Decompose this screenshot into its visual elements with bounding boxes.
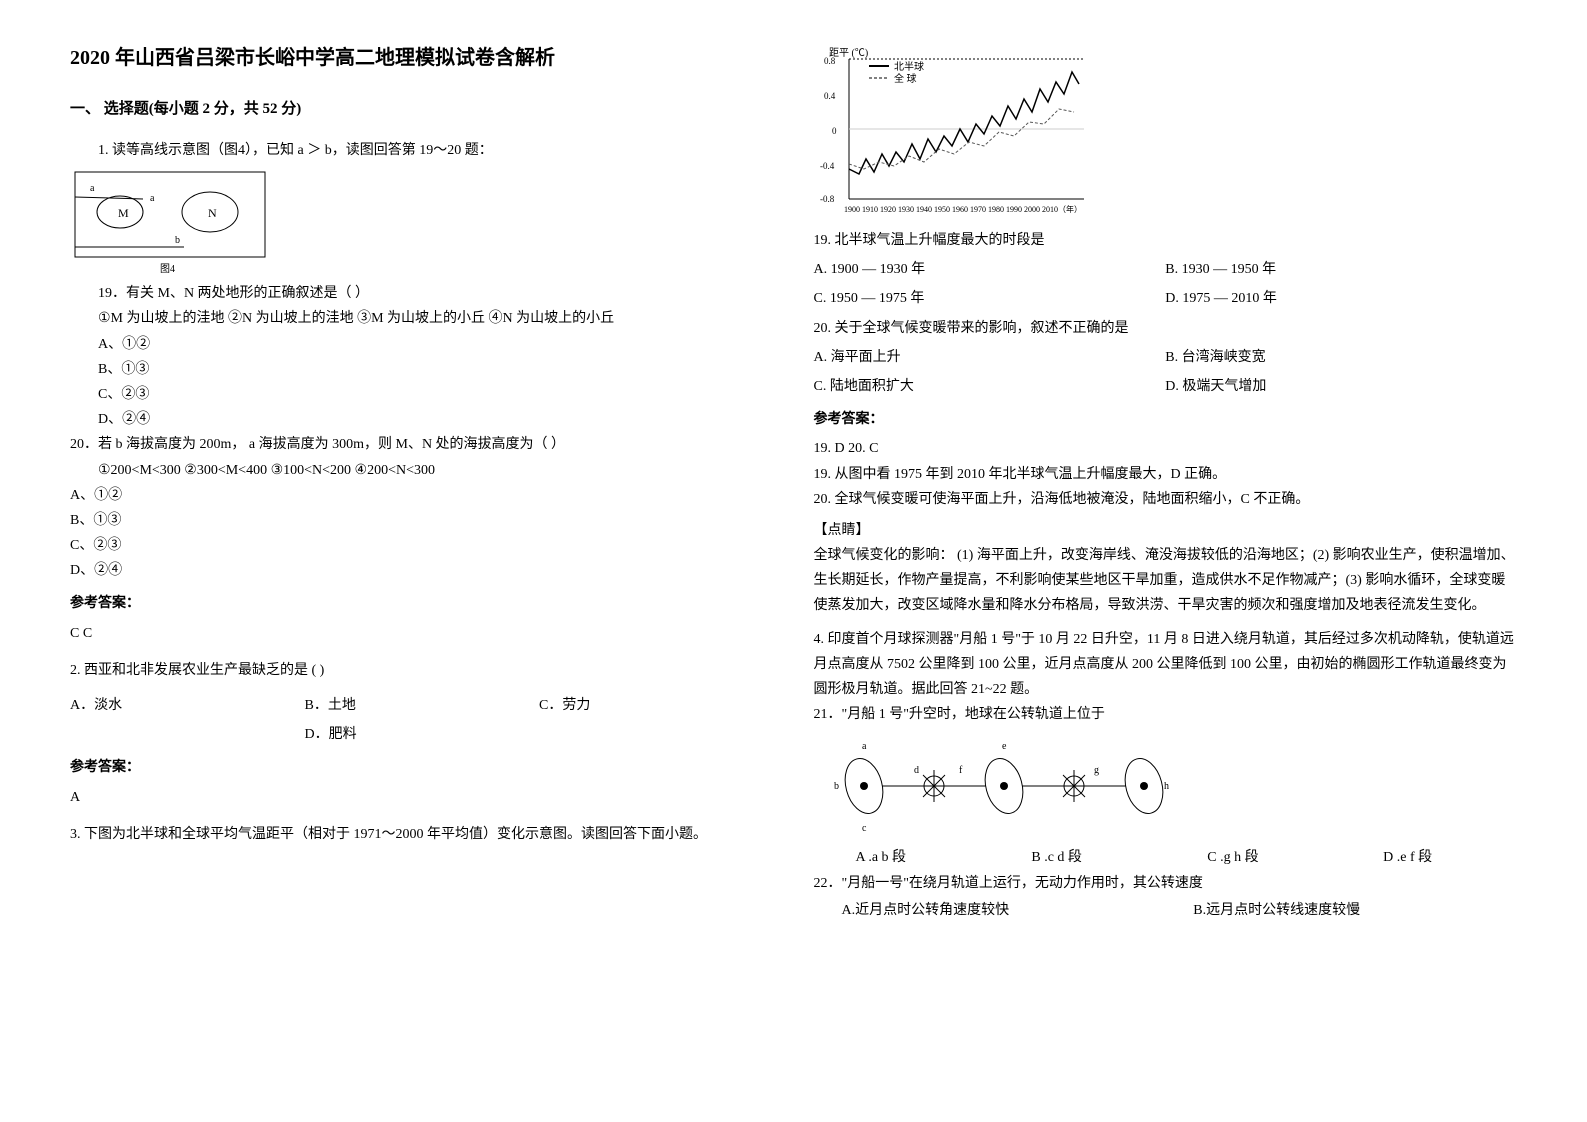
q1-opt-c: C、②③ [70, 382, 774, 407]
q1-opt2-b: B、①③ [70, 508, 774, 533]
question-1: 1. 读等高线示意图（图4），已知 a ＞ b，读图回答第 19～20 题： M… [70, 138, 774, 646]
q1-sub19: 19．有关 M、N 两处地形的正确叙述是（ ） [70, 281, 774, 306]
svg-text:全 球: 全 球 [894, 72, 917, 85]
svg-text:a: a [862, 741, 867, 752]
svg-text:1900 1910 1920 1930 1940 1950: 1900 1910 1920 1930 1940 1950 1960 1970 … [844, 204, 1082, 214]
q2-opt-c: C．劳力 [539, 693, 774, 718]
q4-orbit-diagram: a b c d f e [814, 731, 1518, 841]
q1-opt2-a: A、①② [70, 483, 774, 508]
svg-text:0: 0 [832, 126, 837, 136]
svg-text:0.4: 0.4 [824, 91, 836, 101]
q4-22-a: A.近月点时公转角速度较快 [814, 898, 1166, 923]
q4-stem: 4. 印度首个月球探测器"月船 1 号"于 10 月 22 日升空，11 月 8… [814, 627, 1518, 703]
svg-text:北半球: 北半球 [894, 60, 924, 73]
q3-20-a: A. 海平面上升 [814, 345, 1166, 370]
q1-opt-a: A、①② [70, 332, 774, 357]
svg-text:h: h [1164, 781, 1169, 792]
question-3-stem: 3. 下图为北半球和全球平均气温距平（相对于 1971～2000 年平均值）变化… [70, 822, 774, 847]
q4-21-d: D .e f 段 [1341, 845, 1517, 870]
q2-answer-label: 参考答案： [70, 755, 774, 780]
q4-sub21: 21．"月船 1 号"升空时，地球在公转轨道上位于 [814, 702, 1518, 727]
q3-19-b: B. 1930 — 1950 年 [1165, 257, 1517, 282]
q1-sub19-desc: ①M 为山坡上的洼地 ②N 为山坡上的洼地 ③M 为山坡上的小丘 ④N 为山坡上… [70, 306, 774, 331]
q2-opt-a: A．淡水 [70, 693, 305, 718]
q4-sub22: 22．"月船一号"在绕月轨道上运行，无动力作用时，其公转速度 [814, 871, 1518, 896]
svg-text:a: a [90, 183, 95, 194]
q3-answer-line: 19. D 20. C [814, 436, 1518, 461]
q3-explain19: 19. 从图中看 1975 年到 2010 年北半球气温上升幅度最大，D 正确。 [814, 462, 1518, 487]
q1-sub20: 20．若 b 海拔高度为 200m， a 海拔高度为 300m，则 M、N 处的… [70, 432, 774, 457]
q3-19-c: C. 1950 — 1975 年 [814, 286, 1166, 311]
page-title: 2020 年山西省吕梁市长峪中学高二地理模拟试卷含解析 [70, 40, 774, 76]
q1-sub20-desc: ①200<M<300 ②300<M<400 ③100<N<200 ④200<N<… [70, 458, 774, 483]
q1-answer: C C [70, 621, 774, 646]
svg-text:b: b [834, 781, 839, 792]
svg-text:0.8: 0.8 [824, 56, 836, 66]
q3-hint-text: 全球气候变化的影响： (1) 海平面上升，改变海岸线、淹没海拔较低的沿海地区；(… [814, 543, 1518, 619]
q3-hint-label: 【点睛】 [814, 518, 1518, 543]
q2-answer: A [70, 785, 774, 810]
q1-diagram: M N a a b 图4 [70, 167, 774, 277]
q1-opt2-d: D、②④ [70, 558, 774, 583]
svg-text:f: f [959, 765, 963, 776]
q3-20-b: B. 台湾海峡变宽 [1165, 345, 1517, 370]
svg-text:-0.4: -0.4 [820, 161, 835, 171]
section-header: 一、 选择题(每小题 2 分，共 52 分) [70, 96, 774, 123]
q2-stem: 2. 西亚和北非发展农业生产最缺乏的是 ( ) [70, 658, 774, 683]
svg-text:a: a [150, 193, 155, 204]
q4-21-a: A .a b 段 [814, 845, 990, 870]
q1-opt2-c: C、②③ [70, 533, 774, 558]
svg-text:b: b [175, 235, 180, 246]
q1-opt-b: B、①③ [70, 357, 774, 382]
q3-explain20: 20. 全球气候变暖可使海平面上升，沿海低地被淹没，陆地面积缩小，C 不正确。 [814, 487, 1518, 512]
q3-answer-label: 参考答案： [814, 407, 1518, 432]
q1-stem: 1. 读等高线示意图（图4），已知 a ＞ b，读图回答第 19～20 题： [70, 138, 774, 163]
q3-19-a: A. 1900 — 1930 年 [814, 257, 1166, 282]
q3-20-c: C. 陆地面积扩大 [814, 374, 1166, 399]
q3-stem: 3. 下图为北半球和全球平均气温距平（相对于 1971～2000 年平均值）变化… [70, 822, 774, 847]
question-4: 4. 印度首个月球探测器"月船 1 号"于 10 月 22 日升空，11 月 8… [814, 627, 1518, 923]
q1-opt-d: D、②④ [70, 407, 774, 432]
q2-opt-b: B．土地 [305, 693, 540, 718]
q3-sub20: 20. 关于全球气候变暖带来的影响，叙述不正确的是 [814, 316, 1518, 341]
svg-text:图4: 图4 [160, 263, 175, 275]
q4-21-b: B .c d 段 [989, 845, 1165, 870]
q2-opt-c-cont [70, 722, 305, 747]
question-2: 2. 西亚和北非发展农业生产最缺乏的是 ( ) A．淡水 B．土地 C．劳力 D… [70, 658, 774, 810]
svg-text:N: N [208, 206, 217, 220]
q2-opt-d: D．肥料 [305, 722, 540, 747]
q4-22-b: B.远月点时公转线速度较慢 [1165, 898, 1517, 923]
svg-text:-0.8: -0.8 [820, 194, 835, 204]
q3-19-d: D. 1975 — 2010 年 [1165, 286, 1517, 311]
svg-text:c: c [862, 823, 867, 834]
q3-20-d: D. 极端天气增加 [1165, 374, 1517, 399]
q1-answer-label: 参考答案： [70, 591, 774, 616]
svg-text:e: e [1002, 741, 1007, 752]
q4-21-c: C .g h 段 [1165, 845, 1341, 870]
svg-text:M: M [118, 206, 129, 220]
q3-sub19: 19. 北半球气温上升幅度最大的时段是 [814, 228, 1518, 253]
q3-chart: 距平 (℃) 0.8 0.4 0 -0.4 -0.8 北半球 全 球 1900 … [814, 44, 1518, 224]
svg-text:d: d [914, 765, 919, 776]
svg-text:g: g [1094, 765, 1099, 776]
